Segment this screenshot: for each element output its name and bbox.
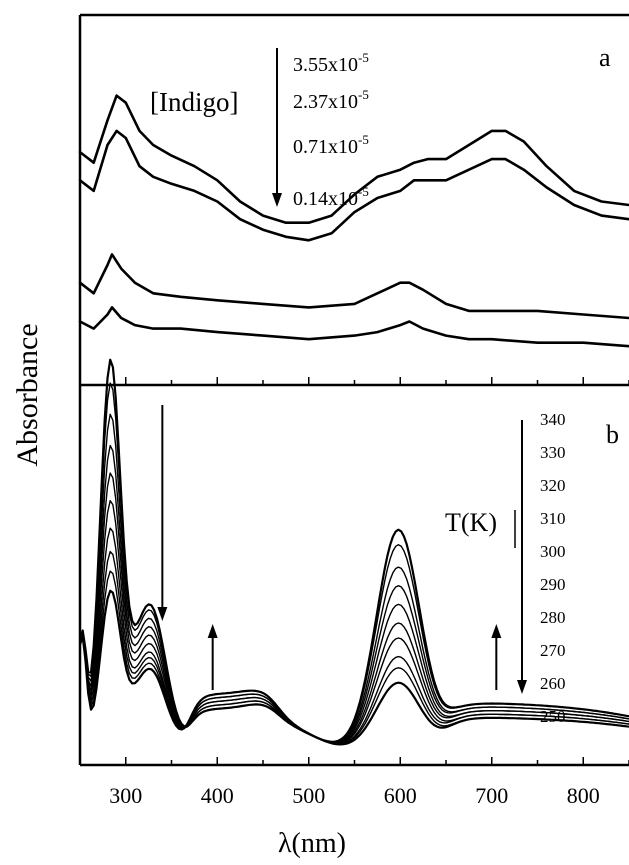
- panel-b-series-line: [79, 444, 629, 744]
- panel-a-concentration-list: 3.55x10-5 2.37x10-5 0.71x10-5 0.14x10-5: [272, 48, 369, 210]
- panel-a-series-line: [78, 253, 629, 320]
- x-tick-label: 700: [475, 783, 508, 808]
- change-arrow-head: [207, 624, 218, 638]
- concentration-label: 0.71x10-5: [293, 132, 369, 158]
- temperature-label: 310: [540, 509, 566, 528]
- temperature-label: 290: [540, 575, 566, 594]
- temperature-label: 280: [540, 608, 566, 627]
- concentration-label: 0.14x10-5: [293, 184, 369, 210]
- concentration-label: 3.55x10-5: [293, 50, 369, 76]
- temperature-arrow-head: [517, 680, 527, 694]
- panel-b-arrows: [157, 405, 502, 690]
- temperature-label: 260: [540, 674, 566, 693]
- x-tick-label: 600: [384, 783, 417, 808]
- panel-a-series-line: [78, 94, 629, 224]
- panel-a-legend-title: [Indigo]: [150, 87, 238, 117]
- temperature-label: 250: [540, 707, 566, 726]
- temperature-label: 330: [540, 443, 566, 462]
- panel-b-series-line: [78, 589, 629, 746]
- panel-a-label: a: [599, 43, 611, 72]
- change-arrow-head: [491, 624, 502, 638]
- panel-b-label: b: [606, 420, 619, 449]
- panel-b-series-line: [79, 382, 629, 743]
- temperature-label: 320: [540, 476, 566, 495]
- x-tick-label: 500: [292, 783, 325, 808]
- panel-b-legend-title: T(K): [445, 508, 497, 537]
- panel-b-series: [78, 358, 629, 746]
- x-tick-label: 400: [201, 783, 234, 808]
- panel-b-temperature-list: 340 330 320 310 300 290 280 270 260 250: [514, 410, 566, 726]
- x-tick-labels: 300 400 500 600 700 800: [109, 783, 600, 808]
- concentration-label: 2.37x10-5: [293, 87, 369, 113]
- temperature-label: 340: [540, 410, 566, 429]
- panel-a: a [Indigo] 3.55x10-5 2.37x10-5 0.71x10-5 0.…: [78, 43, 629, 348]
- y-axis-label: Absorbance: [11, 323, 44, 466]
- panel-a-series-line: [78, 306, 629, 348]
- panel-b-series-line: [79, 550, 629, 745]
- temperature-label: 270: [540, 641, 566, 660]
- concentration-arrow-head: [272, 193, 282, 207]
- panel-b-series-line: [79, 500, 629, 744]
- x-axis-label: λ(nm): [278, 828, 346, 859]
- x-tick-label: 300: [109, 783, 142, 808]
- temperature-label: 300: [540, 542, 566, 561]
- panel-a-series-line: [78, 129, 629, 242]
- panel-b: b T(K) 340 330 320 310 300 290 280 270 260 250: [78, 358, 629, 746]
- change-arrow-head: [157, 607, 168, 621]
- panel-a-series: [78, 94, 629, 348]
- x-tick-label: 800: [567, 783, 600, 808]
